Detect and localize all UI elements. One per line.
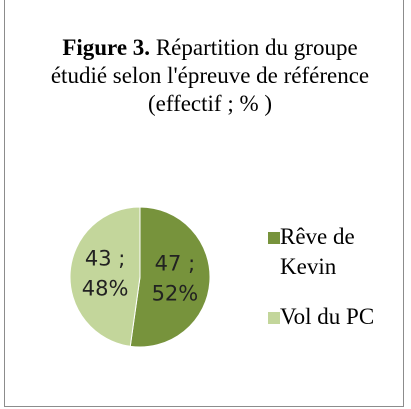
- chart-title: Figure 3. Répartition du groupe étudié s…: [40, 34, 380, 118]
- title-label: Figure 3.: [62, 35, 151, 60]
- pie-slice: [69, 206, 141, 347]
- data-label: 52%: [152, 281, 199, 305]
- title-text: Répartition du groupe étudié selon l'épr…: [50, 35, 370, 116]
- legend-label: Vol du PC: [280, 304, 375, 329]
- legend-label: Rêve de Kevin: [280, 224, 355, 279]
- data-label: 43 ;: [85, 247, 125, 271]
- data-label: 48%: [82, 277, 129, 301]
- legend-swatch: [268, 312, 280, 324]
- legend-swatch: [268, 232, 280, 244]
- chart-frame: [4, 0, 404, 407]
- pie-slice: [129, 206, 211, 348]
- data-label: 47 ;: [155, 251, 195, 275]
